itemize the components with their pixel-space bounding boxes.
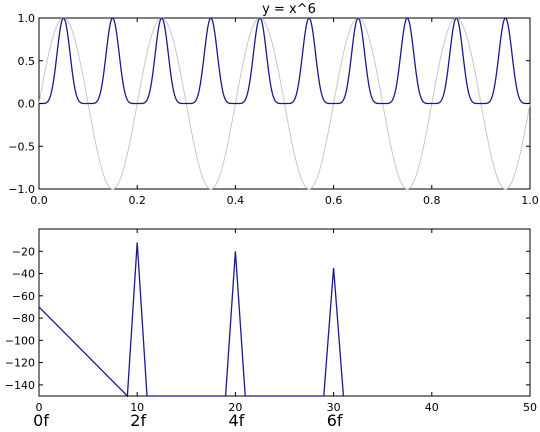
top-x-tick-label: 0.6 — [325, 194, 343, 207]
top-x-tick-label: 1.0 — [521, 194, 539, 207]
bottom-axes-frame — [38, 228, 531, 397]
top-series-group — [38, 17, 531, 190]
top-x-tick-label: 0.2 — [128, 194, 146, 207]
bottom-y-tick-label: −40 — [12, 268, 35, 281]
top-x-tick-label: 0.0 — [30, 194, 48, 207]
spectrum-line — [38, 242, 345, 398]
bottom-x-tick-label: 40 — [425, 401, 439, 414]
top-y-tick-label: 0.0 — [18, 98, 36, 111]
bottom-y-tick-label: −60 — [12, 290, 35, 303]
bottom-series-group — [38, 242, 345, 398]
bottom-ticks-group: 0 10 20 30 40 50 −20 −40 −60 −80 −100 −120 −140 — [5, 229, 537, 414]
top-ticks-group: 0.0 0.2 0.4 0.6 0.8 1.0 1.0 0.5 0.0 −0.5 −1.0 — [8, 12, 538, 207]
top-x-tick-label: 0.4 — [227, 194, 245, 207]
bottom-y-tick-label: −100 — [5, 334, 35, 347]
harmonic-label: 6f — [327, 411, 343, 430]
harmonic-label: 0f — [33, 411, 49, 430]
bottom-x-tick-label: 20 — [228, 401, 242, 414]
top-series-line-1 — [39, 17, 530, 105]
harmonic-label: 2f — [130, 411, 146, 430]
top-plot: 0.0 0.2 0.4 0.6 0.8 1.0 1.0 0.5 0.0 −0.5 −1.0 — [8, 12, 538, 207]
harmonic-label: 4f — [228, 411, 244, 430]
top-title: y = x^6 — [262, 2, 316, 17]
top-y-tick-label: −1.0 — [8, 183, 35, 196]
top-x-tick-label: 0.8 — [423, 194, 441, 207]
bottom-y-tick-label: −120 — [5, 357, 35, 370]
bottom-x-tick-label: 50 — [523, 401, 537, 414]
top-y-tick-label: 1.0 — [18, 12, 36, 25]
harmonic-labels-group: 0f 2f 4f 6f — [33, 411, 343, 430]
bottom-x-tick-label: 10 — [130, 401, 144, 414]
bottom-x-tick-label: 30 — [327, 401, 341, 414]
bottom-y-tick-label: −20 — [12, 245, 35, 258]
top-y-tick-label: −0.5 — [8, 140, 35, 153]
bottom-y-tick-label: −80 — [12, 312, 35, 325]
top-y-tick-label: 0.5 — [18, 55, 36, 68]
bottom-y-tick-label: −140 — [5, 379, 35, 392]
bottom-x-tick-label: 0 — [36, 401, 43, 414]
bottom-plot: 0 10 20 30 40 50 −20 −40 −60 −80 −100 −120 −140 0f 2f… — [5, 228, 537, 430]
